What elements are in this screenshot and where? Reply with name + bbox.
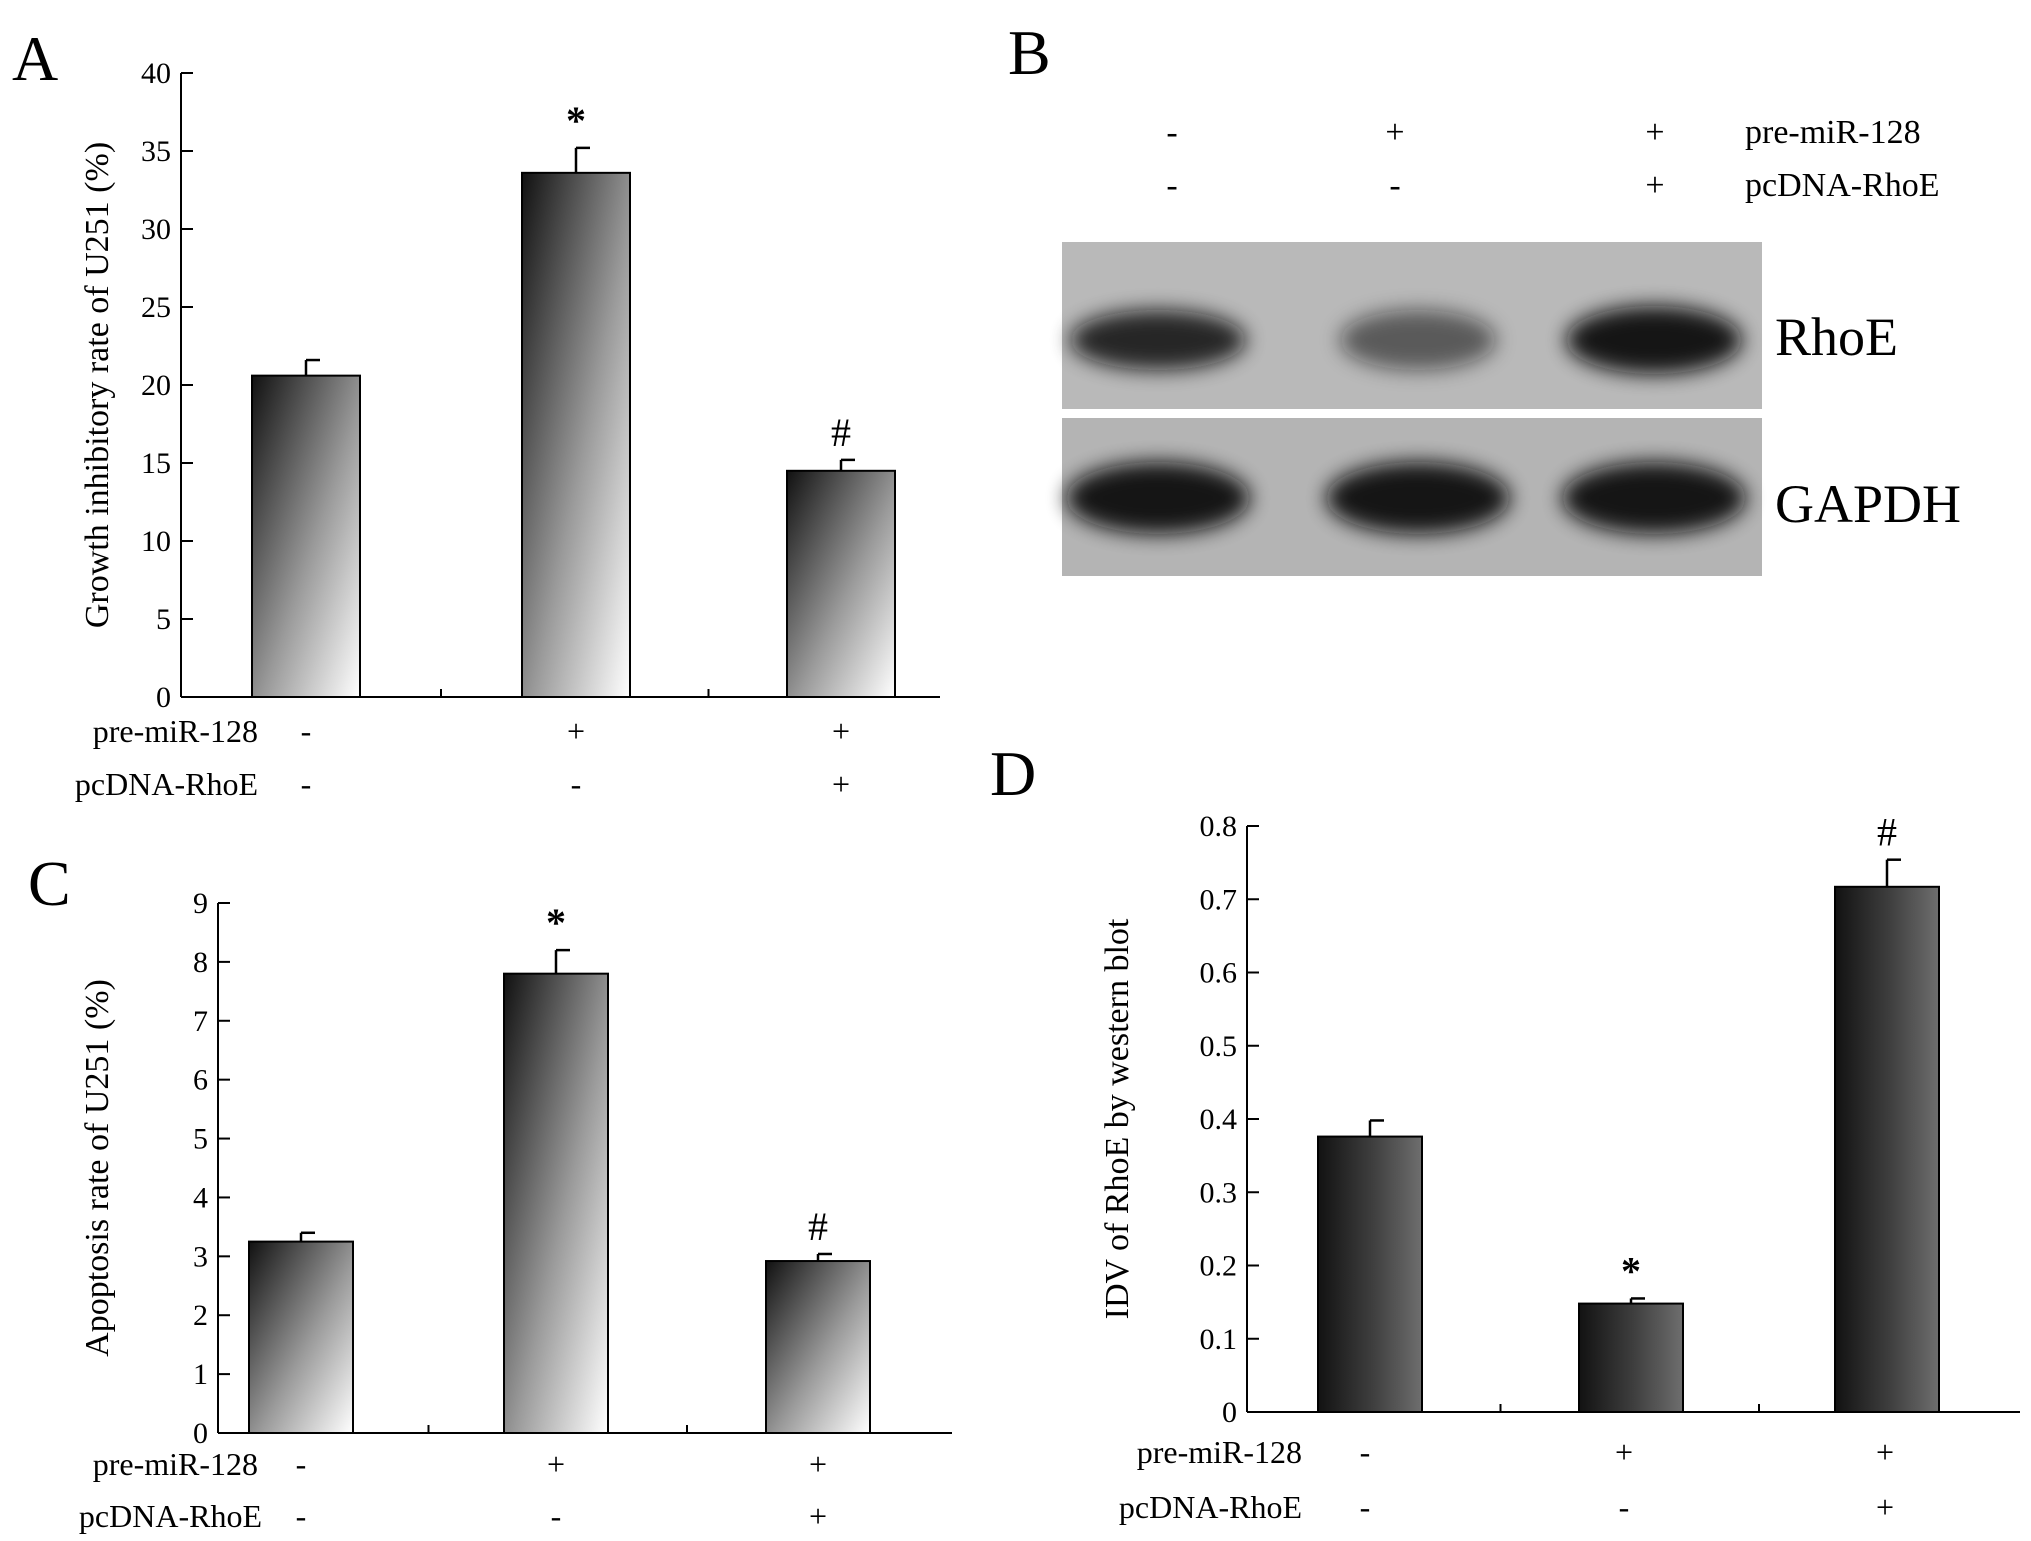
blot-header-label-pre: pre-miR-128 — [1745, 114, 1921, 151]
condition-pre-c-3: + — [809, 1446, 827, 1482]
y-axis-label-c: Apoptosis rate of U251 (%) — [79, 979, 116, 1357]
blot-label-rhoe: RhoE — [1775, 307, 1898, 367]
condition-label-pre-a: pre-miR-128 — [93, 713, 258, 749]
band-rhoe-3 — [1566, 306, 1742, 374]
condition-pc-d-3: + — [1876, 1489, 1894, 1525]
blot-header-pc-3: + — [1645, 167, 1664, 204]
blot-header-label-pc: pcDNA-RhoE — [1745, 167, 1940, 204]
y-tick-label-c: 3 — [193, 1240, 208, 1273]
condition-pre-d-1: - — [1360, 1434, 1371, 1470]
significance-mark-d-3: # — [1877, 810, 1897, 855]
bar-d-2 — [1578, 1302, 1684, 1413]
significance-mark-c-3: # — [808, 1204, 828, 1249]
condition-pre-c-2: + — [547, 1446, 565, 1482]
blot-label-gapdh: GAPDH — [1775, 474, 1961, 534]
bar-a-3 — [786, 469, 896, 698]
y-tick-label-a: 0 — [156, 681, 171, 714]
y-tick-label-d: 0.7 — [1200, 883, 1238, 916]
band-rhoe-2 — [1340, 310, 1496, 370]
blot-header-pre-3: + — [1645, 114, 1664, 151]
significance-mark-c-2: * — [546, 900, 566, 945]
chart-d: 0 0.1 0.2 0.3 0.4 0.5 0.6 0.7 0.8 IDV of RhoE by … — [1099, 810, 2020, 1525]
condition-pre-a-1: - — [301, 713, 312, 749]
y-tick-label-d: 0.3 — [1200, 1176, 1238, 1209]
y-tick-label-c: 6 — [193, 1064, 208, 1097]
chart-c: 0 1 2 3 4 5 6 7 8 9 Apoptosis rate of U251 (%) * # pr… — [79, 887, 952, 1534]
y-tick-label-d: 0.2 — [1200, 1250, 1238, 1283]
y-tick-label-a: 35 — [141, 135, 171, 168]
y-tick-label-d: 0 — [1222, 1396, 1237, 1429]
blot-header-pre-2: + — [1385, 114, 1404, 151]
y-tick-label-a: 20 — [141, 369, 171, 402]
condition-pre-d-3: + — [1876, 1434, 1894, 1470]
y-tick-label-c: 5 — [193, 1123, 208, 1156]
bar-c-2 — [503, 972, 609, 1435]
condition-label-pc-d: pcDNA-RhoE — [1119, 1489, 1302, 1525]
y-tick-label-c: 9 — [193, 887, 208, 920]
blot-header-pc-2: - — [1389, 167, 1400, 204]
condition-pre-c-1: - — [296, 1446, 307, 1482]
condition-label-pre-c: pre-miR-128 — [93, 1446, 258, 1482]
y-tick-label-c: 1 — [193, 1358, 208, 1391]
condition-pc-c-3: + — [809, 1498, 827, 1534]
band-gapdh-3 — [1562, 462, 1746, 534]
condition-label-pre-d: pre-miR-128 — [1137, 1434, 1302, 1470]
condition-pc-c-1: - — [296, 1498, 307, 1534]
y-tick-label-d: 0.1 — [1200, 1323, 1238, 1356]
y-tick-label-d: 0.5 — [1200, 1030, 1238, 1063]
chart-a: 0 5 10 15 20 25 30 35 40 Growth inhibitory rate o… — [75, 57, 940, 802]
band-rhoe-1 — [1070, 310, 1246, 370]
bar-d-1 — [1317, 1135, 1423, 1413]
condition-pc-d-1: - — [1360, 1489, 1371, 1525]
significance-mark-a-3: # — [831, 410, 851, 455]
significance-mark-d-2: * — [1621, 1248, 1641, 1293]
y-tick-label-a: 15 — [141, 447, 171, 480]
panel-letter-c: C — [28, 848, 71, 919]
western-blot-b: - + + pre-miR-128 - - + pcDNA-RhoE RhoE … — [1062, 114, 1961, 576]
bar-c-1 — [248, 1240, 354, 1434]
panel-letter-a: A — [12, 23, 58, 94]
y-tick-label-a: 25 — [141, 291, 171, 324]
y-tick-label-c: 4 — [193, 1181, 208, 1214]
band-gapdh-1 — [1066, 462, 1250, 534]
bar-a-1 — [251, 374, 361, 698]
y-tick-label-d: 0.4 — [1200, 1103, 1238, 1136]
y-tick-label-d: 0.8 — [1200, 810, 1238, 843]
panel-letter-b: B — [1008, 17, 1051, 88]
condition-pre-a-3: + — [832, 713, 850, 749]
significance-mark-a-2: * — [566, 98, 586, 143]
condition-label-pc-c: pcDNA-RhoE — [79, 1498, 262, 1534]
condition-label-pc-a: pcDNA-RhoE — [75, 766, 258, 802]
y-tick-label-c: 0 — [193, 1417, 208, 1450]
y-tick-label-a: 40 — [141, 57, 171, 90]
blot-header-pc-1: - — [1166, 167, 1177, 204]
y-tick-label-a: 10 — [141, 525, 171, 558]
y-axis-label-a: Growth inhibitory rate of U251 (%) — [79, 142, 116, 628]
bar-d-3 — [1834, 885, 1940, 1413]
panel-letter-d: D — [990, 738, 1036, 809]
y-tick-label-c: 2 — [193, 1299, 208, 1332]
y-tick-label-d: 0.6 — [1200, 957, 1238, 990]
y-tick-label-c: 7 — [193, 1005, 208, 1038]
bar-a-2 — [521, 171, 631, 698]
condition-pc-d-2: - — [1619, 1489, 1630, 1525]
y-tick-label-c: 8 — [193, 946, 208, 979]
condition-pc-c-2: - — [551, 1498, 562, 1534]
condition-pre-a-2: + — [567, 713, 585, 749]
y-tick-label-a: 30 — [141, 213, 171, 246]
condition-pre-d-2: + — [1615, 1434, 1633, 1470]
condition-pc-a-3: + — [832, 766, 850, 802]
bar-c-3 — [765, 1260, 871, 1434]
y-axis-label-d: IDV of RhoE by western blot — [1099, 918, 1136, 1319]
band-gapdh-2 — [1326, 462, 1510, 534]
blot-header-pre-1: - — [1166, 114, 1177, 151]
condition-pc-a-1: - — [301, 766, 312, 802]
condition-pc-a-2: - — [571, 766, 582, 802]
y-tick-label-a: 5 — [156, 603, 171, 636]
